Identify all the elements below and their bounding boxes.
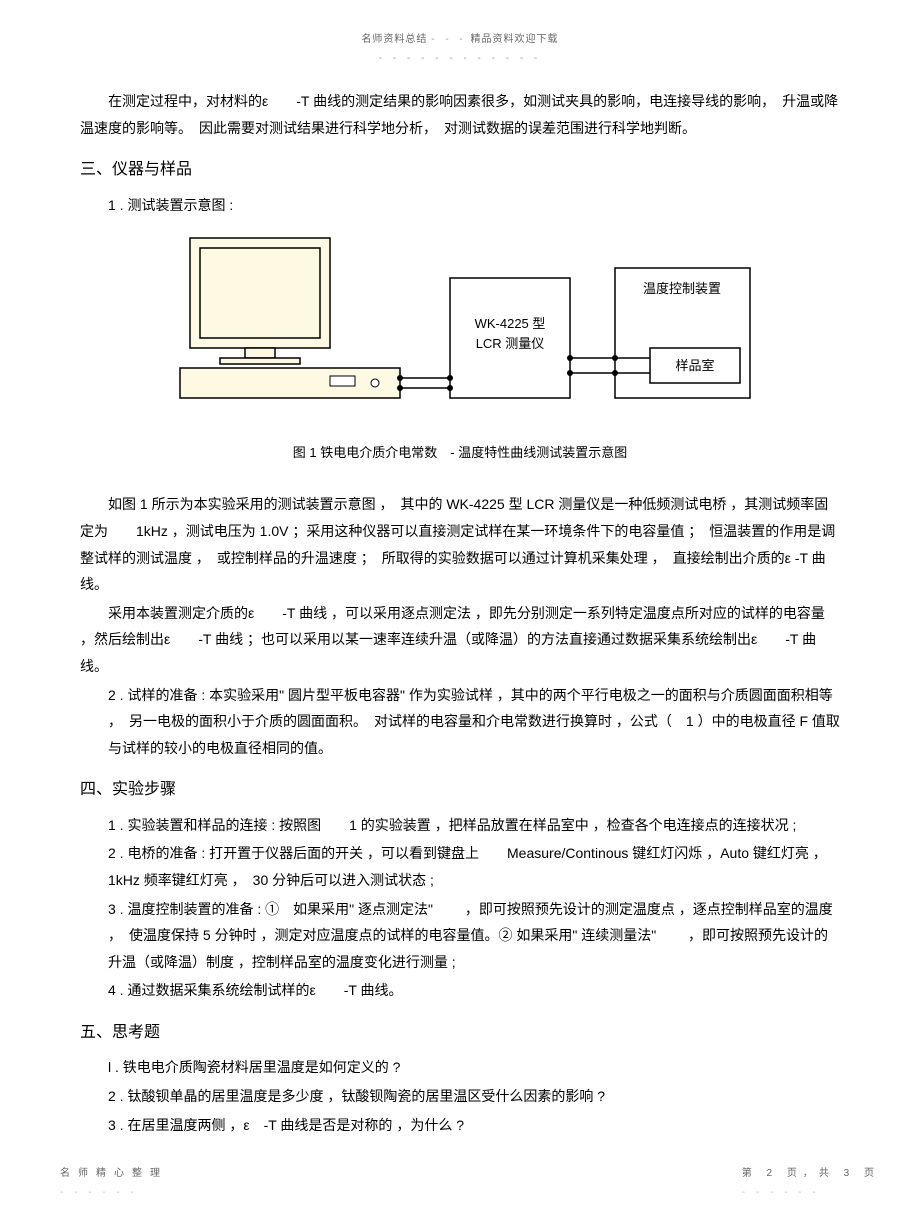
footer-right-dash: - - - - - - — [742, 1183, 880, 1202]
section3-title: 三、仪器与样品 — [80, 155, 840, 185]
section4-step2: 2 . 电桥的准备 : 打开置于仪器后面的开关 ，可以看到键盘上 Measure… — [108, 840, 840, 893]
section4-title: 四、实验步骤 — [80, 775, 840, 805]
section3-p2: 如图 1 所示为本实验采用的测试装置示意图 ， 其中的 WK-4225 型 LC… — [80, 491, 840, 597]
section4-step3: 3 . 温度控制装置的准备 : ① 如果采用" 逐点测定法" ，即可按照预先设计… — [108, 896, 840, 976]
footer-left-text: 名师精心整理 — [60, 1168, 168, 1179]
footer-left: 名师精心整理 - - - - - - — [60, 1164, 168, 1202]
header-sep: - - - — [431, 34, 467, 45]
section4-step1: 1 . 实验装置和样品的连接 : 按照图 1 的实验装置 ，把样品放置在样品室中… — [108, 812, 840, 839]
figure1-caption: 图 1 铁电电介质介电常数 - 温度特性曲线测试装置示意图 — [80, 441, 840, 466]
apparatus-diagram: WK-4225 型 LCR 测量仪 温度控制装置 样品室 — [160, 228, 760, 427]
section5-q2: 2 . 钛酸钡单晶的居里温度是多少度 ，钛酸钡陶瓷的居里温区受什么因素的影响 ? — [108, 1083, 840, 1110]
section5-q3: 3 . 在居里温度两侧 ，ε -T 曲线是否是对称的 ，为什么 ? — [108, 1112, 840, 1139]
section3-p1: 1 . 测试装置示意图 : — [108, 192, 840, 219]
header-subtitle: 精品资料欢迎下载 — [471, 34, 559, 45]
diagram-sample-label: 样品室 — [675, 358, 714, 373]
diagram-wk-line2: LCR 测量仪 — [476, 336, 545, 351]
page-header: 名师资料总结 - - - 精品资料欢迎下载 - - - - - - - - - … — [80, 30, 840, 68]
diagram-temp-label: 温度控制装置 — [643, 281, 721, 296]
intro-paragraph: 在测定过程中，对材料的ε -T 曲线的测定结果的影响因素很多，如测试夹具的影响，… — [80, 88, 840, 141]
footer-right-text: 第 2 页，共 3 页 — [742, 1168, 880, 1179]
footer-right: 第 2 页，共 3 页 - - - - - - — [742, 1164, 880, 1202]
header-title: 名师资料总结 — [361, 34, 427, 45]
diagram-wk-line1: WK-4225 型 — [475, 316, 546, 331]
section4-step4: 4 . 通过数据采集系统绘制试样的ε -T 曲线。 — [108, 977, 840, 1004]
section3-p4: 2 . 试样的准备 : 本实验采用" 圆片型平板电容器" 作为实验试样 ，其中的… — [108, 682, 840, 762]
section5-title: 五、思考题 — [80, 1018, 840, 1048]
header-dashline: - - - - - - - - - - - - — [80, 49, 840, 68]
footer-left-dash: - - - - - - — [60, 1183, 168, 1202]
section3-p3: 采用本装置测定介质的ε -T 曲线 ，可以采用逐点测定法 ，即先分别测定一系列特… — [80, 600, 840, 680]
section5-q1: l . 铁电电介质陶瓷材料居里温度是如何定义的 ? — [108, 1054, 840, 1081]
